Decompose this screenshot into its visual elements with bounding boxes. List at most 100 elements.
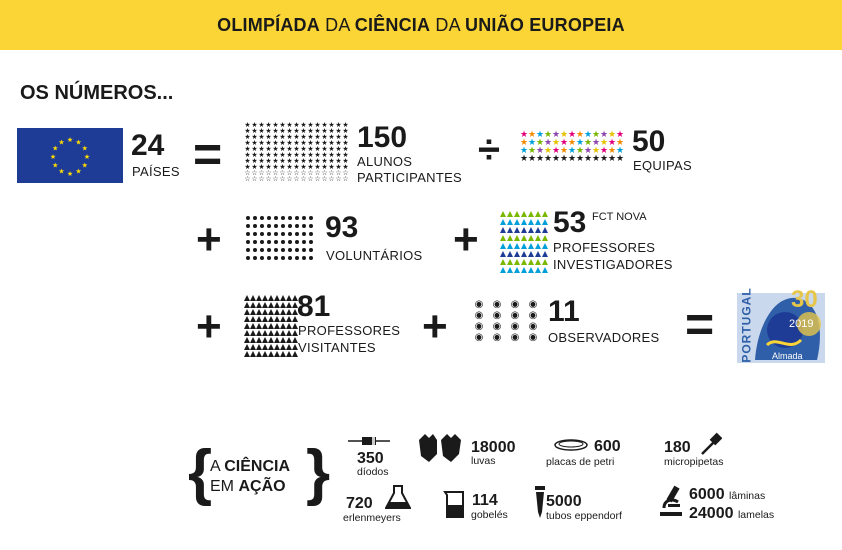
observer-eye-icon: ◉ <box>492 299 502 310</box>
person-star-icon: ☆ <box>251 176 258 183</box>
volunteer-dot-icon <box>288 216 292 220</box>
researcher-triangle-icon <box>535 219 541 225</box>
person-star-icon: ★ <box>321 146 328 153</box>
researcher-triangle-icon <box>521 251 527 257</box>
logo-anniversary: 30 <box>791 286 818 313</box>
person-star-icon: ★ <box>244 140 251 147</box>
person-star-icon: ★ <box>314 146 321 153</box>
visitor-triangle-icon <box>256 309 262 315</box>
person-star-icon: ★ <box>286 158 293 165</box>
teams-label: EQUIPAS <box>633 158 692 173</box>
person-star-icon: ★ <box>335 158 342 165</box>
volunteer-dot-icon <box>302 240 306 244</box>
person-star-icon: ☆ <box>342 170 349 177</box>
erlenmeyers-label: erlenmeyers <box>343 512 401 524</box>
person-star-icon: ★ <box>279 122 286 129</box>
researcher-triangle-icon <box>528 267 534 273</box>
observer-eye-icon: ◉ <box>474 332 484 343</box>
volunteer-dot-icon <box>288 248 292 252</box>
researcher-triangle-icon <box>500 259 506 265</box>
visitor-triangle-icon <box>250 302 256 308</box>
erlenmeyers-value: 720 <box>346 495 373 512</box>
volunteer-dot-icon <box>281 216 285 220</box>
researcher-triangle-icon <box>521 243 527 249</box>
person-star-icon: ★ <box>279 152 286 159</box>
person-star-icon: ☆ <box>300 176 307 183</box>
researcher-triangle-icon <box>528 219 534 225</box>
plus-sign: + <box>422 302 448 351</box>
volunteer-dot-icon <box>246 256 250 260</box>
person-star-icon: ★ <box>265 152 272 159</box>
volunteer-dot-icon <box>246 232 250 236</box>
visitor-triangle-icon <box>280 344 286 350</box>
science-title: A CIÊNCIA EM AÇÃO <box>210 457 290 497</box>
pipettes-value: 180 <box>664 439 691 456</box>
gloves-label: luvas <box>471 455 496 467</box>
visitor-triangle-icon <box>250 316 256 322</box>
visitor-triangle-icon <box>280 295 286 301</box>
visitor-triangle-icon <box>274 323 280 329</box>
volunteer-dot-icon <box>281 224 285 228</box>
person-star-icon: ☆ <box>286 170 293 177</box>
equals-sign: = <box>685 296 715 352</box>
team-star-icon: ★ <box>552 153 561 163</box>
volunteer-dot-icon <box>253 240 257 244</box>
person-star-icon: ★ <box>265 146 272 153</box>
visitor-triangle-icon <box>250 351 256 357</box>
visitor-triangle-icon <box>280 309 286 315</box>
visitor-triangle-icon <box>286 330 292 336</box>
page-heading: OS NÚMEROS... <box>20 82 174 104</box>
science-brace-left: { <box>188 438 213 507</box>
visitor-triangle-icon <box>250 337 256 343</box>
volunteer-dot-icon <box>281 256 285 260</box>
team-star-icon: ★ <box>552 129 561 139</box>
researcher-triangle-icon <box>542 211 548 217</box>
volunteer-dot-icon <box>288 256 292 260</box>
researcher-triangle-icon <box>521 219 527 225</box>
volunteer-dot-icon <box>274 232 278 236</box>
visitor-triangle-icon <box>244 302 250 308</box>
team-star-icon: ★ <box>528 129 537 139</box>
visitor-triangle-icon <box>244 316 250 322</box>
diodes-value: 350 <box>357 450 384 467</box>
visitor-triangle-icon <box>292 302 298 308</box>
visitor-triangle-icon <box>268 302 274 308</box>
volunteer-dot-icon <box>246 224 250 228</box>
volunteer-dot-icon <box>281 240 285 244</box>
volunteer-dot-icon <box>246 248 250 252</box>
team-star-icon: ★ <box>528 153 537 163</box>
slides-label: lâminas <box>729 490 766 502</box>
visitor-triangle-icon <box>280 351 286 357</box>
gloves-value: 18000 <box>471 439 516 456</box>
person-star-icon: ☆ <box>314 170 321 177</box>
visitor-triangle-icon <box>256 302 262 308</box>
volunteer-dot-icon <box>253 256 257 260</box>
visitor-triangle-icon <box>292 316 298 322</box>
person-star-icon: ★ <box>307 158 314 165</box>
researcher-triangle-icon <box>507 235 513 241</box>
team-star-icon: ★ <box>568 137 577 147</box>
plus-sign: + <box>196 302 222 351</box>
person-star-icon: ★ <box>265 164 272 171</box>
person-star-icon: ★ <box>286 134 293 141</box>
researcher-triangle-icon <box>507 259 513 265</box>
person-star-icon: ★ <box>307 146 314 153</box>
micropipette-icon <box>701 432 722 455</box>
person-star-icon: ★ <box>293 128 300 135</box>
researcher-triangle-icon <box>528 235 534 241</box>
team-star-icon: ★ <box>592 145 601 155</box>
volunteer-dot-icon <box>295 256 299 260</box>
visitor-triangle-icon <box>256 344 262 350</box>
visitor-triangle-icon <box>274 351 280 357</box>
person-star-icon: ★ <box>321 164 328 171</box>
team-star-icon: ★ <box>536 137 545 147</box>
person-star-icon: ★ <box>342 164 349 171</box>
visitor-triangle-icon <box>262 323 268 329</box>
coverslips-row: 24000 lamelas <box>689 505 774 523</box>
team-star-icon: ★ <box>544 153 553 163</box>
science-brace-right: } <box>306 438 331 507</box>
person-star-icon: ★ <box>244 122 251 129</box>
person-star-icon: ★ <box>272 158 279 165</box>
person-star-icon: ☆ <box>279 170 286 177</box>
visitor-triangle-icon <box>274 330 280 336</box>
